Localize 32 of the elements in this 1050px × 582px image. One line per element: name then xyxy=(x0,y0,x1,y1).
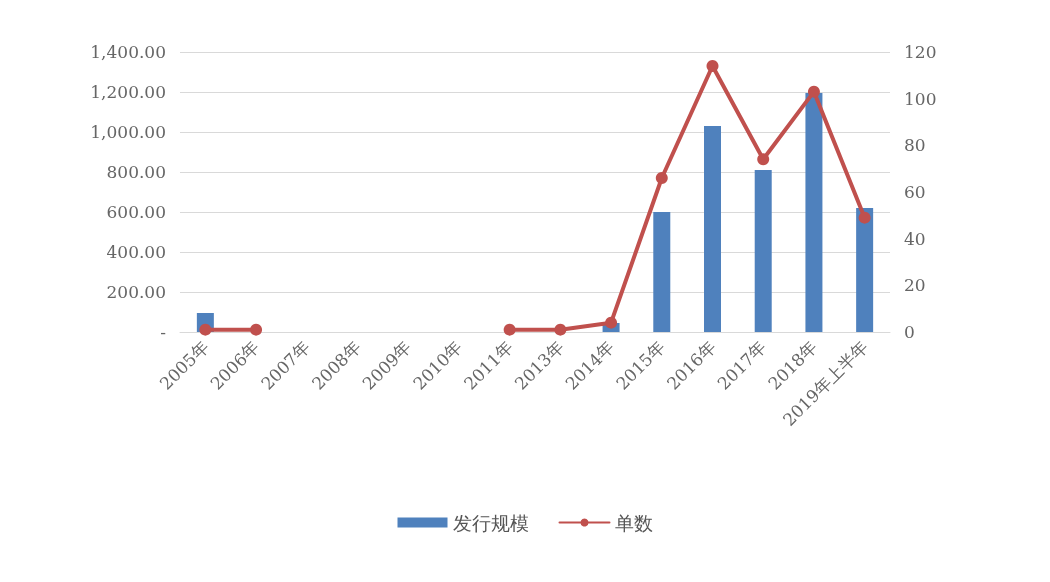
y-tick-label: 1,000.00 xyxy=(90,122,166,142)
bar xyxy=(805,93,823,332)
y-tick-label: 800.00 xyxy=(106,162,166,182)
y-tick-label: - xyxy=(160,322,166,342)
y2-tick-label: 120 xyxy=(904,42,937,62)
y2-tick-label: 80 xyxy=(904,135,926,156)
y2-tick-label: 100 xyxy=(904,88,937,109)
y2-tick-label: 0 xyxy=(904,322,915,342)
bar xyxy=(856,208,874,332)
y2-tick-label: 40 xyxy=(904,228,926,249)
bar xyxy=(704,126,721,332)
y2-tick-label: 60 xyxy=(904,182,926,202)
legend-label: 发行规模 xyxy=(452,511,529,534)
bar xyxy=(653,212,671,332)
point xyxy=(807,85,820,98)
y-tick-label: 1,400.00 xyxy=(90,42,166,62)
y-tick-label: 200.00 xyxy=(106,282,166,302)
point xyxy=(250,323,263,336)
y2-tick-label: 20 xyxy=(904,275,926,296)
point xyxy=(655,172,668,184)
point xyxy=(605,316,618,329)
y-tick-label: 600.00 xyxy=(106,202,166,222)
point xyxy=(503,323,516,336)
legend-label: 单数 xyxy=(614,511,653,534)
y-tick-label: 1,200.00 xyxy=(90,82,166,102)
point xyxy=(858,211,871,224)
y-tick-label: 400.00 xyxy=(106,242,166,262)
point xyxy=(554,323,567,336)
point xyxy=(757,153,770,166)
point xyxy=(199,323,212,336)
point xyxy=(706,60,719,72)
bar xyxy=(754,170,772,332)
